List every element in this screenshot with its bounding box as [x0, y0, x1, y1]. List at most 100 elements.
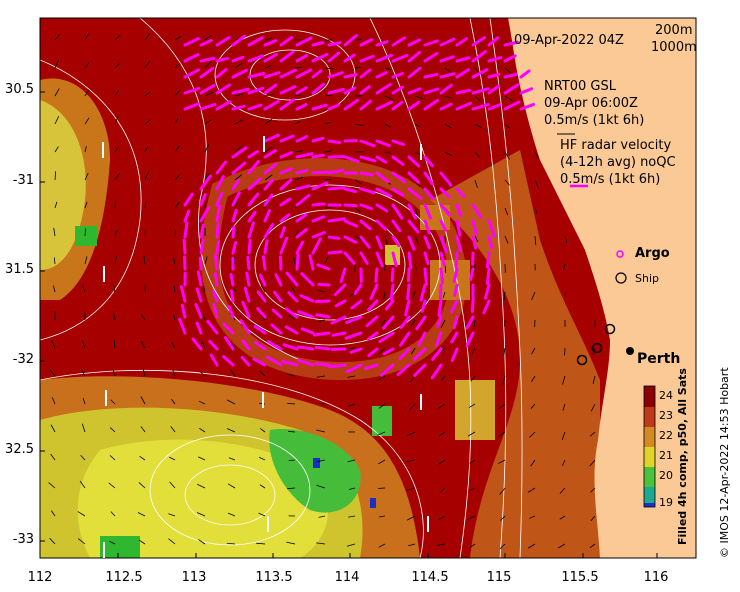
- hf-radar-arrow: [327, 168, 345, 175]
- model-current-arrow: [531, 347, 536, 355]
- hf-radar-arrow: [439, 219, 448, 232]
- model-label: NRT00 GSL: [544, 79, 616, 94]
- model-current-arrow: [288, 314, 296, 321]
- hf-radar-arrow: [247, 192, 260, 207]
- model-current-arrow: [384, 235, 388, 245]
- hf-radar-arrow: [503, 100, 521, 111]
- lon-tick: 116: [643, 570, 669, 585]
- hf-radar-arrow: [231, 191, 241, 207]
- axis-ticks: [39, 91, 658, 558]
- model-current-arrow: [499, 543, 506, 550]
- model-current-arrow: [84, 62, 90, 69]
- hf-radar-arrow: [180, 303, 187, 319]
- hf-radar-arrow: [241, 339, 251, 351]
- hf-radar-arrow: [295, 228, 308, 239]
- hf-radar-arrow: [455, 37, 469, 47]
- hf-radar-arrow: [231, 146, 248, 159]
- hf-radar-arrow: [375, 155, 388, 164]
- hf-radar-arrow: [231, 178, 241, 191]
- hf-radar-arrow: [271, 308, 283, 319]
- model-current-arrow: [318, 319, 326, 322]
- hf-radar-arrow: [179, 285, 187, 303]
- hf-radar-arrow: [297, 310, 315, 319]
- model-current-arrow: [259, 484, 266, 489]
- model-current-arrow: [142, 367, 146, 377]
- southern-yellow-core: [77, 439, 329, 558]
- hf-radar-arrow: [391, 203, 404, 220]
- model-current-arrow: [529, 515, 536, 519]
- legend-ship-label: Ship: [635, 272, 659, 285]
- model-current-arrow: [144, 91, 151, 97]
- model-current-arrow: [174, 229, 177, 237]
- hf-radar-arrow: [344, 331, 363, 340]
- model-current-arrow: [203, 285, 206, 293]
- hf-radar-arrow: [253, 325, 267, 335]
- hf-radar-arrow: [343, 251, 356, 265]
- hf-radar-arrow: [281, 360, 299, 367]
- model-current-arrow: [172, 255, 176, 265]
- model-current-arrow: [530, 459, 536, 467]
- hf-radar-arrow: [270, 323, 283, 335]
- model-current-arrow: [204, 173, 210, 181]
- hf-radar-arrow: [471, 235, 478, 250]
- hf-radar-arrow: [183, 192, 194, 207]
- hf-radar-arrow: [343, 187, 358, 193]
- model-current-arrow: [258, 512, 266, 517]
- hf-radar-arrow: [375, 53, 394, 63]
- hf-radar-arrow: [247, 150, 259, 159]
- model-current-arrow: [82, 285, 86, 293]
- model-current-arrow: [264, 93, 273, 97]
- model-current-arrow: [473, 319, 476, 328]
- hf-radar-arrow: [430, 363, 443, 380]
- model-current-arrow: [470, 375, 476, 382]
- model-current-arrow: [264, 118, 273, 125]
- hf-radar-arrow: [300, 272, 315, 287]
- hf-radar-arrow: [369, 283, 379, 301]
- hf-radar-arrow: [439, 187, 451, 199]
- model-current-arrow: [144, 201, 147, 209]
- hf-radar-arrow: [359, 203, 373, 211]
- model-current-arrow: [437, 403, 446, 409]
- lon-tick: 115: [486, 570, 512, 585]
- hf-radar-arrow: [350, 299, 363, 310]
- model-current-arrow: [54, 171, 57, 181]
- model-current-arrow: [324, 150, 333, 153]
- model-current-arrow: [414, 235, 419, 245]
- hf-radar-arrow: [295, 53, 309, 63]
- hf-radar-arrow: [391, 100, 404, 111]
- model-current-arrow: [408, 543, 416, 547]
- model-current-arrow: [144, 146, 149, 153]
- model-current-arrow: [589, 431, 596, 437]
- model-current-arrow: [346, 347, 356, 350]
- plot-frame: [39, 17, 697, 559]
- model-current-arrow: [109, 455, 116, 461]
- model-current-arrow: [294, 94, 302, 97]
- model-current-arrow: [112, 369, 116, 377]
- model-current-arrow: [474, 95, 481, 102]
- hf-radar-arrow: [327, 103, 341, 111]
- city-label-perth: Perth: [637, 351, 681, 367]
- lon-tick: 114.5: [411, 570, 449, 585]
- model-current-arrow: [347, 459, 356, 463]
- hf-radar-arrow: [519, 69, 531, 79]
- model-current-arrow: [50, 453, 56, 461]
- model-current-arrow: [534, 235, 537, 245]
- hf-radar-arrow: [279, 236, 289, 255]
- hf-radar-arrow: [407, 66, 422, 79]
- hf-radar-arrow: [343, 73, 358, 79]
- blue-spot-b: [370, 498, 376, 508]
- model-current-arrow: [201, 341, 206, 349]
- model-current-arrow: [286, 373, 296, 377]
- model-current-arrow: [290, 286, 296, 293]
- hf-radar-arrow: [278, 255, 283, 271]
- hf-radar-arrow: [450, 331, 459, 344]
- lon-tick: 112: [27, 570, 53, 585]
- model-current-arrow: [204, 144, 209, 153]
- model-current-arrow: [317, 459, 326, 463]
- model-current-arrow: [474, 151, 480, 158]
- model-current-arrow: [324, 67, 333, 70]
- hf-radar-arrow: [295, 103, 308, 111]
- hf-radar-arrow: [199, 193, 207, 207]
- hf-radar-arrow: [215, 68, 228, 79]
- model-current-arrow: [379, 515, 386, 518]
